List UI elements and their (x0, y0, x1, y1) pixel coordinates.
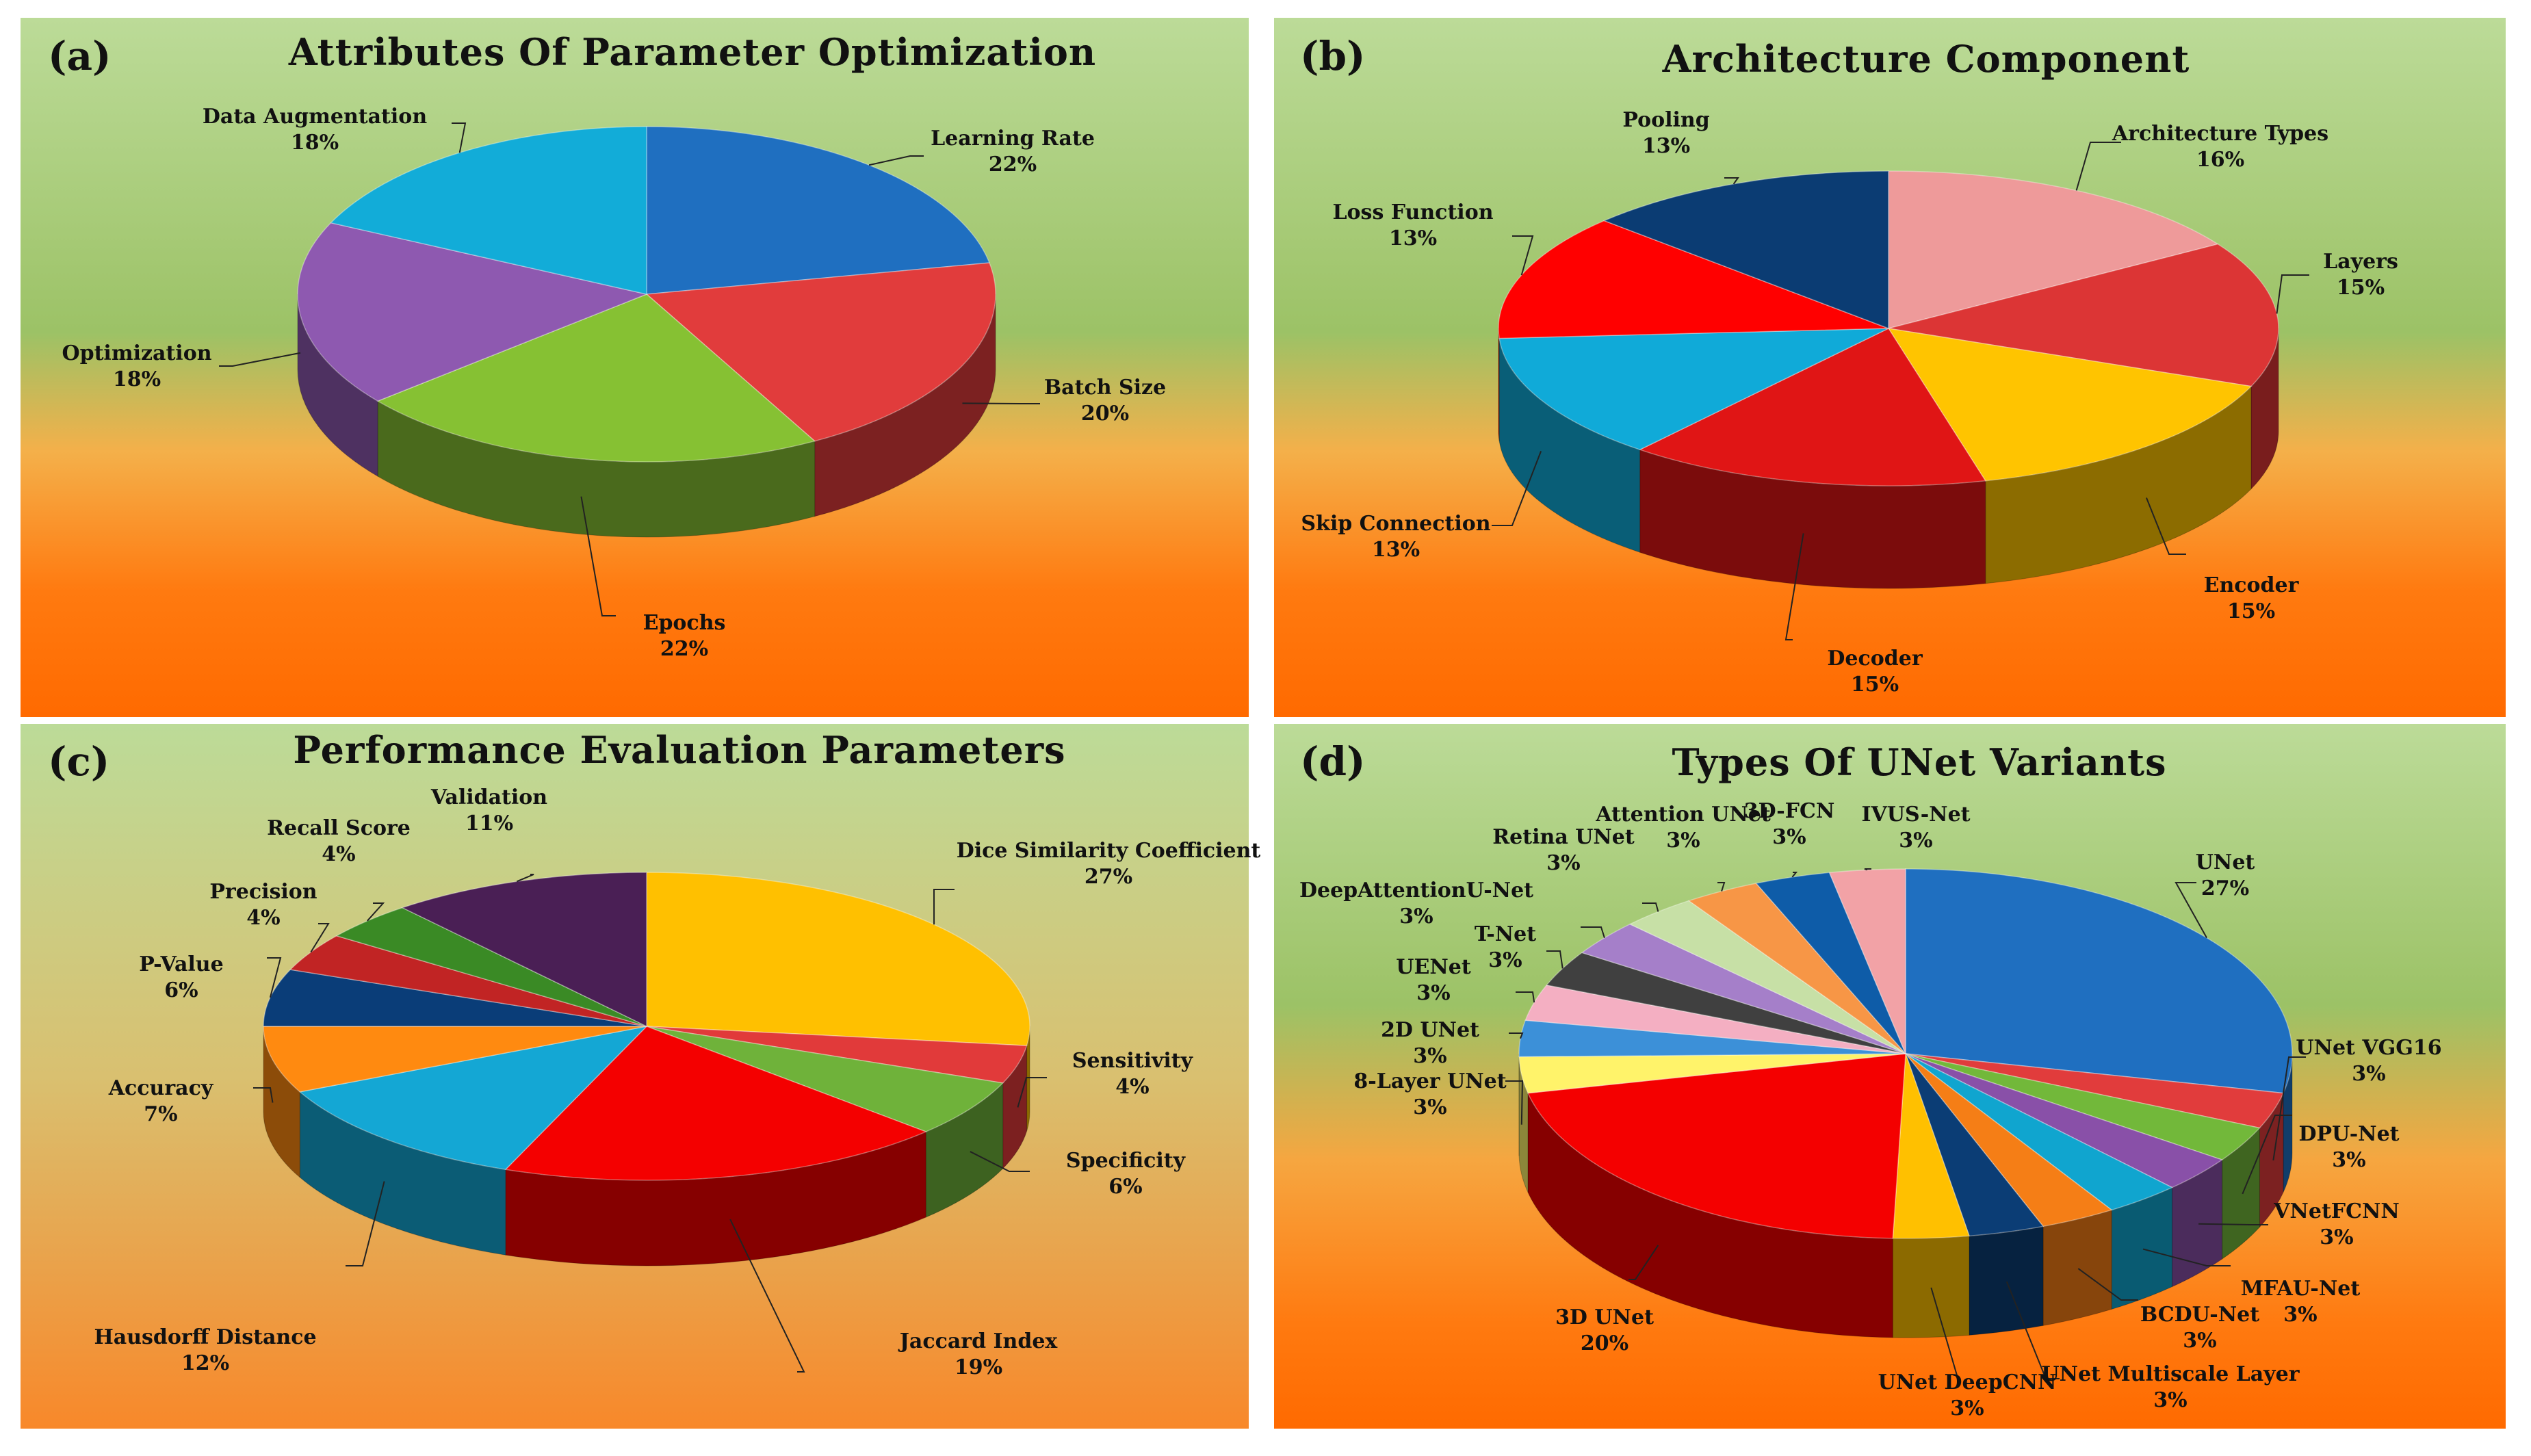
undefined-pct-3d-fcn: 3% (1772, 825, 1806, 849)
undefined-pct-attention-unet: 3% (1666, 829, 1700, 853)
undefined-label-skip-connection: Skip Connection (1301, 512, 1490, 536)
undefined-pct-unet-vgg16: 3% (2352, 1062, 2385, 1086)
undefined-pct-precision: 4% (246, 906, 280, 930)
undefined-pct-deepattentionu-net: 3% (1399, 905, 1433, 928)
undefined-label-3d-unet: 3D UNet (1555, 1305, 1654, 1329)
undefined-pct-vnetfcnn: 3% (2320, 1225, 2353, 1249)
undefined-pct-layers: 15% (2337, 276, 2385, 300)
undefined-pct-accuracy: 7% (144, 1102, 177, 1126)
undefined-label-learning-rate: Learning Rate (931, 127, 1095, 151)
undefined-label-retina-unet: Retina UNet (1492, 825, 1635, 849)
undefined-label-8-layer-unet: 8-Layer UNet (1353, 1069, 1506, 1093)
undefined-label-sensitivity: Sensitivity (1072, 1049, 1194, 1073)
panel-b-label: (b) (1300, 33, 1365, 79)
undefined-label-unet-deepcnn: UNet DeepCNN (1878, 1370, 2057, 1394)
undefined-label-batch-size: Batch Size (1044, 376, 1166, 400)
undefined-side-loss-function (1498, 328, 1499, 441)
undefined-label-unet-vgg16: UNet VGG16 (2296, 1036, 2441, 1060)
undefined-label-loss-function: Loss Function (1332, 200, 1493, 224)
undefined-pct-p-value: 6% (164, 978, 198, 1002)
undefined-side-bcdu-net (2043, 1210, 2112, 1325)
undefined-pct-skip-connection: 13% (1372, 538, 1420, 562)
undefined-label-uenet: UENet (1396, 955, 1471, 979)
undefined-pct-3d-unet: 20% (1581, 1331, 1628, 1355)
undefined-pct-validation: 11% (465, 811, 513, 835)
panel-a-title: Attributes Of Parameter Optimization (288, 30, 1096, 74)
undefined-label-unet-multiscale-layer: UNet Multiscale Layer (2041, 1362, 2300, 1386)
undefined-label-validation: Validation (430, 785, 547, 809)
undefined-label-jaccard-index: Jaccard Index (898, 1329, 1059, 1353)
undefined-pct-uenet: 3% (1416, 981, 1450, 1005)
undefined-label-architecture-types: Architecture Types (2112, 122, 2328, 146)
undefined-label-ivus-net: IVUS-Net (1861, 803, 1970, 827)
undefined-pct-t-net: 3% (1488, 948, 1522, 972)
panel-d-label: (d) (1300, 738, 1365, 785)
undefined-pct-ivus-net: 3% (1899, 829, 1932, 853)
undefined-label-t-net: T-Net (1475, 922, 1536, 946)
undefined-pct-dpu-net: 3% (2332, 1148, 2365, 1172)
undefined-pct-unet: 27% (2201, 876, 2249, 900)
undefined-side-unet-deepcnn (1893, 1236, 1969, 1338)
undefined-pct-hausdorff-distance: 12% (181, 1351, 229, 1375)
undefined-label-precision: Precision (209, 880, 317, 904)
undefined-pct-recall-score: 4% (322, 842, 355, 866)
undefined-pct-pooling: 13% (1642, 134, 1690, 158)
undefined-pct-jaccard-index: 19% (955, 1355, 1002, 1379)
panel-b-title: Architecture Component (1662, 37, 2190, 81)
undefined-label-dpu-net: DPU-Net (2298, 1122, 2399, 1146)
undefined-slices (1498, 171, 2279, 486)
panel-c-label: (c) (48, 738, 109, 785)
panel-d-title: Types Of UNet Variants (1672, 740, 2166, 784)
undefined-pct-specificity: 6% (1108, 1175, 1142, 1199)
undefined-label-epochs: Epochs (643, 611, 726, 635)
undefined-label-p-value: P-Value (139, 952, 223, 976)
undefined-label-3d-fcn: 3D-FCN (1744, 799, 1835, 823)
panel-a-label: (a) (48, 33, 111, 79)
undefined-label-specificity: Specificity (1066, 1149, 1186, 1173)
panel-c-title: Performance Evaluation Parameters (293, 728, 1065, 772)
undefined-pct-encoder: 15% (2227, 599, 2275, 623)
undefined-pct-optimization: 18% (113, 367, 161, 391)
undefined-label-accuracy: Accuracy (108, 1076, 214, 1100)
undefined-label-data-augmentation: Data Augmentation (203, 105, 427, 129)
undefined-label-vnetfcnn: VNetFCNN (2273, 1199, 2400, 1223)
undefined-label-hausdorff-distance: Hausdorff Distance (94, 1325, 316, 1349)
undefined-pct-unet-deepcnn: 3% (1950, 1396, 1984, 1420)
undefined-pct-architecture-types: 16% (2196, 148, 2244, 172)
undefined-pct-2d-unet: 3% (1413, 1044, 1446, 1068)
undefined-pct-decoder: 15% (1851, 673, 1899, 697)
undefined-label-recall-score: Recall Score (267, 816, 411, 840)
undefined-leader-batch-size (962, 403, 1040, 404)
undefined-label-dice-similarity-coefficient: Dice Similarity Coefficient (957, 839, 1261, 863)
undefined-pct-bcdu-net: 3% (2183, 1329, 2216, 1353)
undefined-pct-dice-similarity-coefficient: 27% (1085, 865, 1132, 889)
undefined-pct-epochs: 22% (660, 637, 708, 661)
undefined-pct-unet-multiscale-layer: 3% (2153, 1388, 2187, 1412)
undefined-label-pooling: Pooling (1622, 108, 1709, 132)
undefined-label-unet: UNet (2196, 850, 2255, 874)
undefined-pct-8-layer-unet: 3% (1413, 1095, 1446, 1119)
undefined-pct-batch-size: 20% (1081, 402, 1129, 426)
undefined-pct-retina-unet: 3% (1546, 851, 1580, 875)
undefined-pct-sensitivity: 4% (1115, 1075, 1149, 1099)
undefined-pct-data-augmentation: 18% (291, 131, 339, 155)
undefined-side-unet-multiscale-layer (1969, 1226, 2043, 1335)
undefined-slices (263, 872, 1030, 1180)
undefined-pct-loss-function: 13% (1389, 226, 1437, 250)
undefined-label-mfau-net: MFAU-Net (2241, 1277, 2361, 1301)
undefined-label-encoder: Encoder (2204, 573, 2300, 597)
undefined-slices (1519, 869, 2292, 1238)
undefined-label-decoder: Decoder (1827, 647, 1923, 671)
undefined-slices (298, 127, 996, 462)
undefined-label-2d-unet: 2D UNet (1381, 1018, 1479, 1042)
undefined-label-layers: Layers (2323, 250, 2398, 274)
undefined-label-optimization: Optimization (62, 341, 211, 365)
undefined-label-deepattentionu-net: DeepAttentionU-Net (1299, 879, 1533, 902)
undefined-pct-learning-rate: 22% (989, 153, 1037, 177)
undefined-pct-mfau-net: 3% (2283, 1303, 2317, 1327)
undefined-label-bcdu-net: BCDU-Net (2140, 1303, 2259, 1327)
